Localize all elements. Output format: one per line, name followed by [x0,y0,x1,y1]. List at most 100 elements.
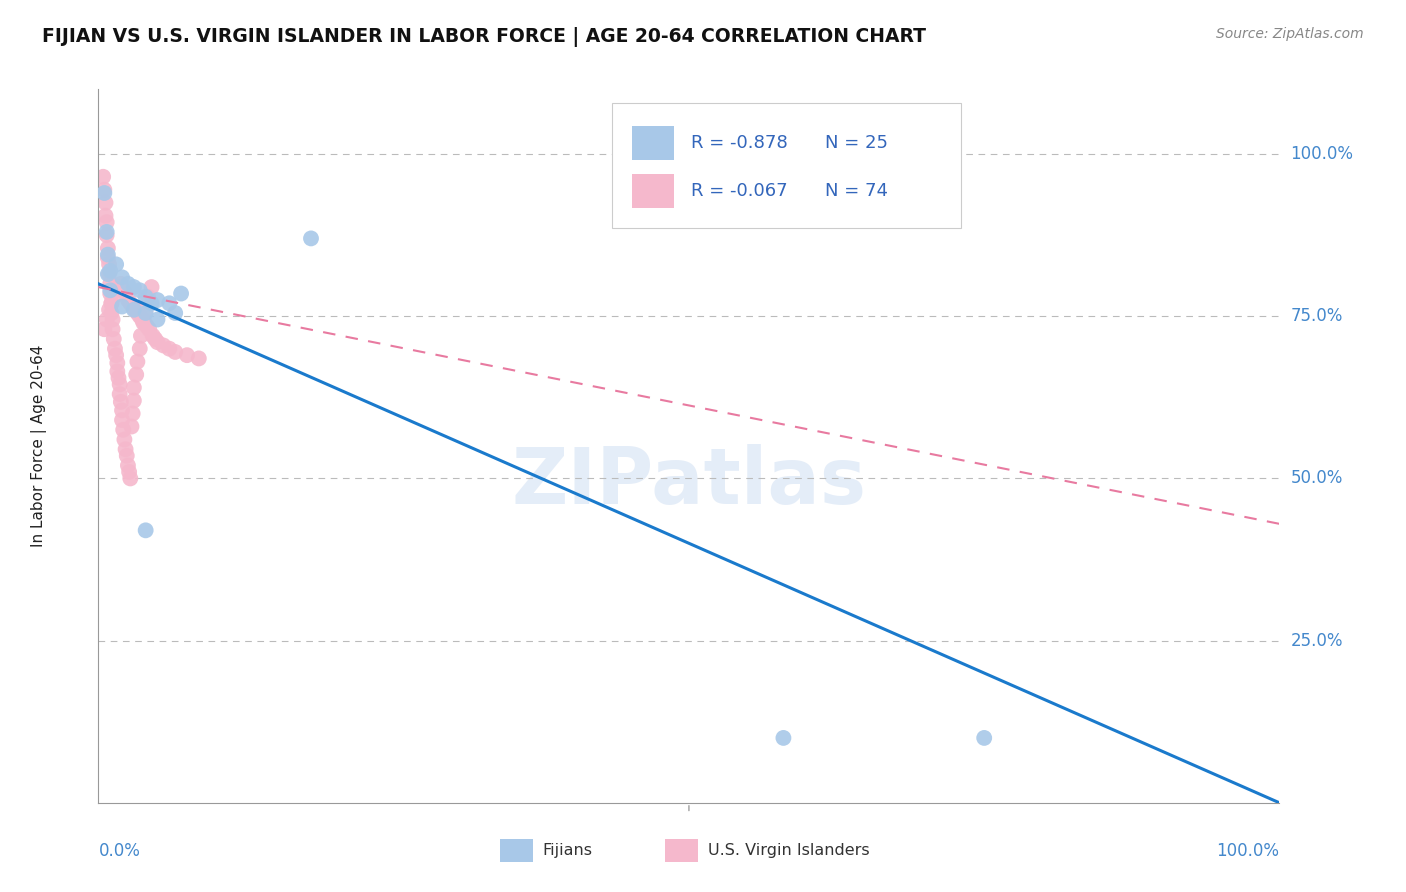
Point [100,296,122,310]
Point [299,231,322,245]
Point [105,257,128,271]
FancyBboxPatch shape [633,174,673,209]
Point [100,296,122,310]
Point [91,169,114,184]
Point [122,381,145,395]
Text: Fijians: Fijians [543,843,592,858]
Point [112,433,135,447]
Point [128,283,150,297]
Point [128,310,150,324]
Point [115,449,138,463]
Point [142,328,165,343]
Text: 100.0%: 100.0% [1291,145,1354,163]
Point [105,283,128,297]
Point [176,348,198,362]
Point [93,183,115,197]
Point [98,267,121,281]
Point [103,290,125,304]
Point [101,312,124,326]
Point [120,296,142,310]
Point [165,306,187,320]
Point [98,302,121,317]
Point [96,228,118,243]
Point [108,387,131,401]
Text: ZIPatlas: ZIPatlas [512,443,866,520]
Point [143,332,166,346]
Text: N = 25: N = 25 [825,134,887,152]
Point [96,215,118,229]
Point [772,731,794,745]
Point [97,247,120,261]
Point [135,318,157,333]
Point [121,407,143,421]
Point [97,241,120,255]
Point [111,413,134,427]
Point [97,267,120,281]
Point [138,322,160,336]
Point [134,316,156,330]
Text: R = -0.878: R = -0.878 [692,134,787,152]
Point [129,328,152,343]
Point [98,257,121,271]
Point [97,251,120,265]
Point [141,296,163,310]
Point [165,345,187,359]
Point [112,423,135,437]
FancyBboxPatch shape [612,103,960,228]
Point [187,351,209,366]
Point [111,270,134,285]
Point [146,312,169,326]
Text: 0.0%: 0.0% [98,842,141,860]
Point [114,442,136,457]
Point [122,393,145,408]
Point [114,286,136,301]
Point [107,371,129,385]
FancyBboxPatch shape [665,839,699,862]
Point [105,364,128,378]
Point [111,403,134,417]
Point [146,335,169,350]
Point [98,283,121,297]
Text: 25.0%: 25.0% [1291,632,1343,649]
Point [121,419,143,434]
Text: R = -0.067: R = -0.067 [692,182,787,200]
Point [96,225,118,239]
Point [117,458,139,473]
Point [127,354,149,368]
Text: N = 74: N = 74 [825,182,887,200]
Point [973,731,995,745]
Text: In Labor Force | Age 20-64: In Labor Force | Age 20-64 [31,345,48,547]
Point [98,286,121,301]
Point [117,293,139,307]
Point [111,300,134,314]
Point [157,342,180,356]
Point [170,286,193,301]
Point [96,312,118,326]
Point [120,471,142,485]
Point [103,332,125,346]
Point [100,306,122,320]
Point [93,322,115,336]
Point [104,342,127,356]
Point [110,277,132,291]
Point [105,348,128,362]
Text: U.S. Virgin Islanders: U.S. Virgin Islanders [707,843,869,858]
Point [128,342,150,356]
Point [135,306,157,320]
Point [117,277,139,291]
Point [141,280,163,294]
Point [152,338,174,352]
Point [101,322,124,336]
Point [132,316,155,330]
Point [98,264,121,278]
Point [127,306,149,320]
Point [135,524,157,538]
Point [124,302,146,317]
Point [131,312,153,326]
Point [157,296,180,310]
Point [112,283,135,297]
Point [135,302,157,317]
Point [105,356,128,370]
Text: Source: ZipAtlas.com: Source: ZipAtlas.com [1216,27,1364,41]
FancyBboxPatch shape [501,839,533,862]
